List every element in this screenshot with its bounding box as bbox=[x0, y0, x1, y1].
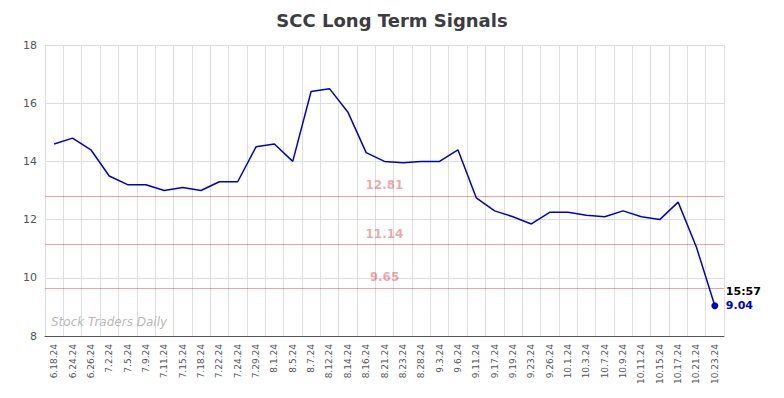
svg-text:10.21.24: 10.21.24 bbox=[691, 344, 701, 384]
svg-text:6.18.24: 6.18.24 bbox=[49, 344, 59, 379]
svg-text:10.23.24: 10.23.24 bbox=[710, 344, 720, 384]
svg-text:9.65: 9.65 bbox=[370, 270, 400, 284]
svg-text:14: 14 bbox=[23, 155, 37, 168]
svg-text:9.6.24: 9.6.24 bbox=[453, 344, 463, 373]
svg-text:8.16.24: 8.16.24 bbox=[361, 344, 371, 379]
svg-text:10.17.24: 10.17.24 bbox=[673, 344, 683, 384]
svg-text:15:57: 15:57 bbox=[726, 285, 761, 298]
svg-text:9.3.24: 9.3.24 bbox=[435, 344, 445, 373]
svg-text:9.17.24: 9.17.24 bbox=[490, 344, 500, 379]
svg-text:10.11.24: 10.11.24 bbox=[636, 344, 646, 384]
svg-text:7.2.24: 7.2.24 bbox=[104, 344, 114, 373]
svg-text:7.18.24: 7.18.24 bbox=[196, 344, 206, 379]
svg-text:8.5.24: 8.5.24 bbox=[288, 344, 298, 373]
svg-text:9.11.24: 9.11.24 bbox=[471, 344, 481, 379]
svg-text:7.15.24: 7.15.24 bbox=[178, 344, 188, 379]
svg-text:12: 12 bbox=[23, 213, 37, 226]
svg-text:10.1.24: 10.1.24 bbox=[563, 344, 573, 379]
svg-text:18: 18 bbox=[23, 39, 37, 52]
svg-text:8.14.24: 8.14.24 bbox=[343, 344, 353, 379]
svg-text:10.15.24: 10.15.24 bbox=[655, 344, 665, 384]
svg-text:SCC Long Term Signals: SCC Long Term Signals bbox=[276, 10, 507, 31]
svg-text:8.7.24: 8.7.24 bbox=[306, 344, 316, 373]
svg-text:7.11.24: 7.11.24 bbox=[159, 344, 169, 379]
svg-text:8.28.24: 8.28.24 bbox=[416, 344, 426, 379]
svg-text:8.1.24: 8.1.24 bbox=[269, 344, 279, 373]
svg-text:9.04: 9.04 bbox=[726, 299, 753, 312]
svg-text:8: 8 bbox=[30, 330, 37, 343]
svg-text:10.3.24: 10.3.24 bbox=[581, 344, 591, 379]
svg-text:8.12.24: 8.12.24 bbox=[324, 344, 334, 379]
svg-text:6.26.24: 6.26.24 bbox=[86, 344, 96, 379]
svg-text:Stock Traders Daily: Stock Traders Daily bbox=[51, 315, 168, 329]
svg-text:8.23.24: 8.23.24 bbox=[398, 344, 408, 379]
svg-text:9.19.24: 9.19.24 bbox=[508, 344, 518, 379]
svg-text:9.26.24: 9.26.24 bbox=[545, 344, 555, 379]
svg-text:7.5.24: 7.5.24 bbox=[123, 344, 133, 373]
svg-text:6.24.24: 6.24.24 bbox=[68, 344, 78, 379]
svg-text:9.23.24: 9.23.24 bbox=[526, 344, 536, 379]
svg-text:7.22.24: 7.22.24 bbox=[214, 344, 224, 379]
svg-text:16: 16 bbox=[23, 97, 37, 110]
svg-text:7.29.24: 7.29.24 bbox=[251, 344, 261, 379]
svg-text:10.7.24: 10.7.24 bbox=[600, 344, 610, 379]
svg-text:7.9.24: 7.9.24 bbox=[141, 344, 151, 373]
svg-text:11.14: 11.14 bbox=[366, 227, 404, 241]
svg-text:8.21.24: 8.21.24 bbox=[380, 344, 390, 379]
svg-text:10.9.24: 10.9.24 bbox=[618, 344, 628, 379]
svg-text:10: 10 bbox=[23, 271, 37, 284]
svg-text:7.24.24: 7.24.24 bbox=[233, 344, 243, 379]
svg-text:12.81: 12.81 bbox=[366, 178, 404, 192]
